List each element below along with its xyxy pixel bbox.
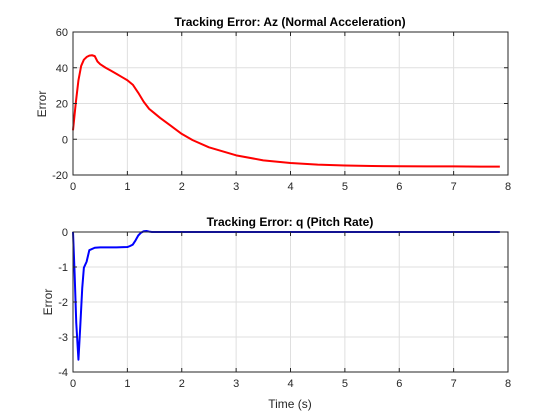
q-x-tick-label: 7 bbox=[451, 378, 457, 390]
q-y-tick-label: -4 bbox=[58, 367, 68, 379]
az-x-tick-label: 8 bbox=[505, 181, 511, 193]
az-y-tick-label: 40 bbox=[56, 63, 68, 75]
az-x-tick-label: 6 bbox=[396, 181, 402, 193]
q-y-axis-label: Error bbox=[41, 289, 55, 316]
q-x-tick-label: 5 bbox=[342, 378, 348, 390]
az-plot-title: Tracking Error: Az (Normal Acceleration) bbox=[174, 15, 405, 29]
q-x-tick-label: 2 bbox=[179, 378, 185, 390]
q-x-tick-label: 1 bbox=[124, 378, 130, 390]
az-x-tick-label: 7 bbox=[451, 181, 457, 193]
q-x-tick-label: 0 bbox=[70, 378, 76, 390]
q-x-tick-label: 6 bbox=[396, 378, 402, 390]
q-y-ticks: -4 -3 -2 -1 0 bbox=[58, 227, 508, 379]
az-x-ticks: 0 1 2 3 4 5 6 7 8 bbox=[70, 32, 511, 193]
q-y-tick-label: -2 bbox=[58, 297, 68, 309]
az-x-tick-label: 2 bbox=[179, 181, 185, 193]
q-x-tick-label: 3 bbox=[233, 378, 239, 390]
az-x-tick-label: 5 bbox=[342, 181, 348, 193]
q-error-plot: 0 1 2 3 4 5 6 7 8 -4 -3 -2 -1 0 Tracking Error: q (P… bbox=[41, 215, 511, 411]
q-x-ticks: 0 1 2 3 4 5 6 7 8 bbox=[70, 232, 511, 390]
az-y-tick-label: 20 bbox=[56, 99, 68, 111]
q-x-axis-label: Time (s) bbox=[268, 397, 312, 411]
q-y-tick-label: -1 bbox=[58, 262, 68, 274]
q-plot-title: Tracking Error: q (Pitch Rate) bbox=[207, 215, 374, 229]
az-x-tick-label: 1 bbox=[124, 181, 130, 193]
az-x-tick-label: 3 bbox=[233, 181, 239, 193]
az-error-line bbox=[72, 54, 500, 168]
az-series bbox=[72, 54, 500, 168]
az-x-tick-label: 0 bbox=[70, 181, 76, 193]
az-y-tick-label: 0 bbox=[62, 134, 68, 146]
az-y-tick-label: -20 bbox=[52, 170, 68, 182]
az-x-tick-label: 4 bbox=[287, 181, 293, 193]
q-x-tick-label: 8 bbox=[505, 378, 511, 390]
az-y-tick-label: 60 bbox=[56, 27, 68, 39]
q-y-tick-label: -3 bbox=[58, 332, 68, 344]
q-y-tick-label: 0 bbox=[62, 227, 68, 239]
az-y-axis-label: Error bbox=[35, 91, 49, 118]
q-x-tick-label: 4 bbox=[287, 378, 293, 390]
az-y-ticks: -20 0 20 40 60 bbox=[52, 27, 508, 182]
